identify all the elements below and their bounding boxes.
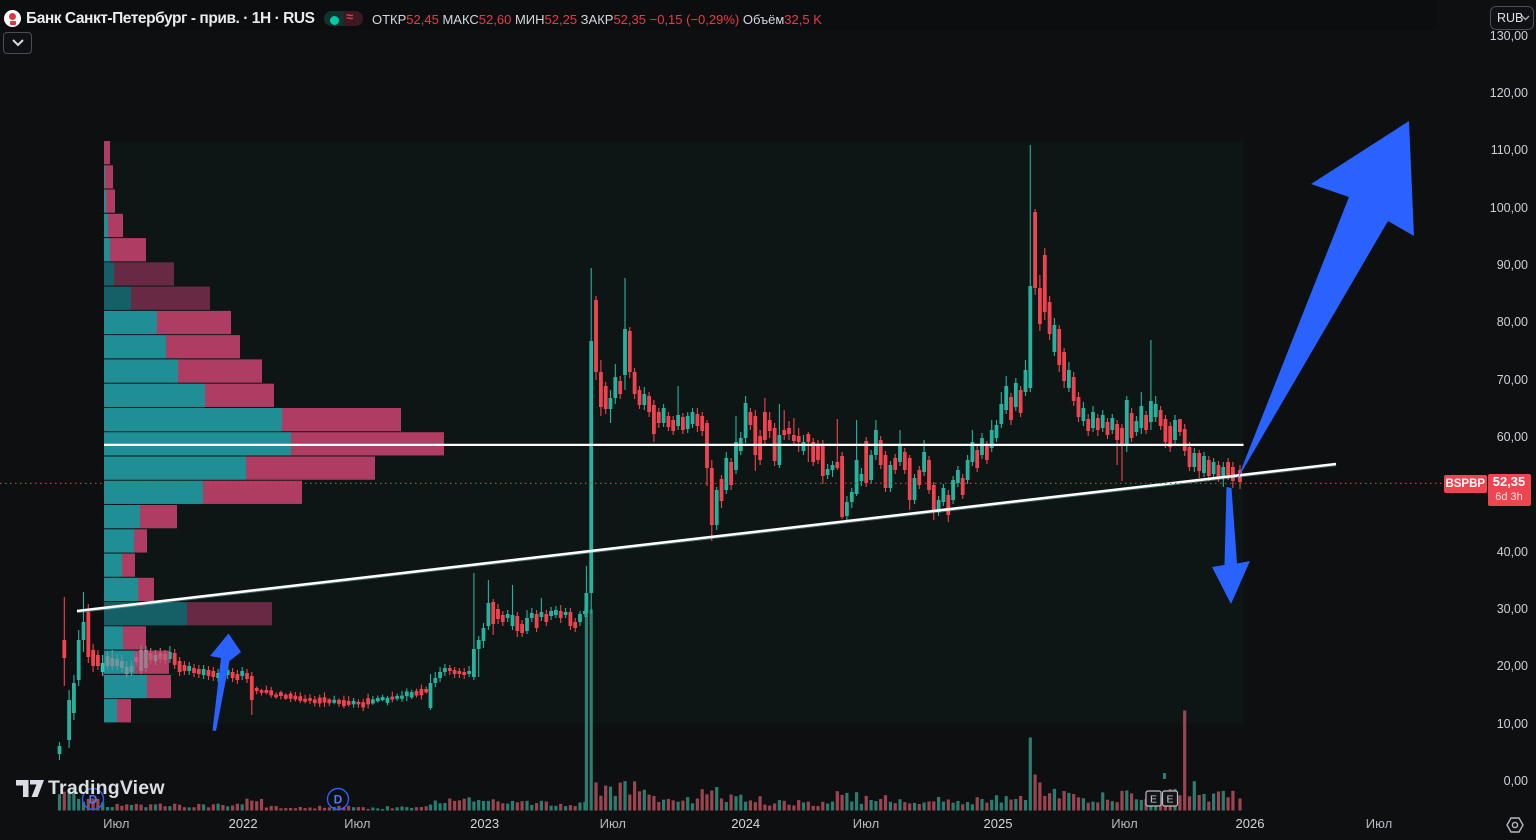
svg-text:D: D <box>334 793 343 807</box>
svg-text:E: E <box>1150 794 1157 806</box>
svg-text:E: E <box>1166 794 1173 806</box>
svg-text:D: D <box>89 793 98 807</box>
